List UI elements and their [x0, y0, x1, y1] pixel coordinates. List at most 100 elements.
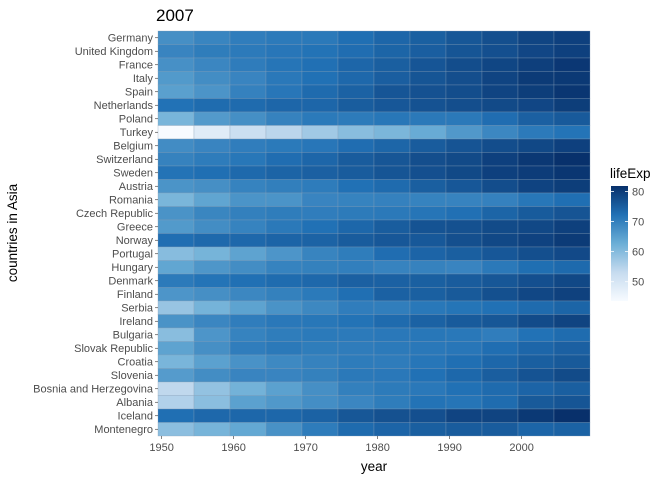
heatmap-cell [373, 111, 411, 126]
heatmap-cell [193, 138, 231, 153]
heatmap-cell [157, 260, 195, 275]
heatmap-cell [301, 395, 339, 410]
heatmap-cell [229, 138, 267, 153]
heatmap-cell [301, 314, 339, 329]
heatmap-cell [193, 354, 231, 369]
heatmap-cell [229, 165, 267, 180]
heatmap-cell [337, 260, 375, 275]
heatmap-cell [337, 219, 375, 234]
heatmap-cell [229, 71, 267, 86]
heatmap-cell [445, 354, 483, 369]
heatmap-cell [337, 246, 375, 261]
heatmap-cell [229, 395, 267, 410]
heatmap-cell [373, 408, 411, 423]
y-tick-label: Ireland [119, 316, 153, 328]
heatmap-cell [409, 206, 447, 221]
heatmap-cell [445, 84, 483, 99]
heatmap-cell [193, 98, 231, 113]
heatmap-cell [373, 219, 411, 234]
heatmap-cell [265, 71, 303, 86]
heatmap-cell [481, 273, 519, 288]
heatmap-cell [553, 111, 591, 126]
heatmap-cell [229, 341, 267, 356]
heatmap-cell [157, 71, 195, 86]
heatmap-cell [265, 300, 303, 315]
heatmap-cell [373, 260, 411, 275]
heatmap-cell [409, 179, 447, 194]
y-tick-label: Sweden [113, 168, 153, 180]
heatmap-cell [481, 233, 519, 248]
heatmap-cell [301, 246, 339, 261]
heatmap-cell [373, 368, 411, 383]
heatmap-cell [337, 84, 375, 99]
heatmap-cell [409, 381, 447, 396]
heatmap-cell [301, 125, 339, 140]
heatmap-cell [481, 300, 519, 315]
heatmap-cell [445, 179, 483, 194]
heatmap-cell [157, 57, 195, 72]
heatmap-cell [337, 300, 375, 315]
heatmap-cell [553, 287, 591, 302]
heatmap-cell [409, 341, 447, 356]
y-tick-label: Germany [108, 33, 154, 45]
heatmap-cell [481, 381, 519, 396]
heatmap-cell [337, 152, 375, 167]
heatmap-cell [337, 273, 375, 288]
heatmap-cell [193, 260, 231, 275]
heatmap-cell [157, 192, 195, 207]
heatmap-cell [553, 327, 591, 342]
x-tick-labels: 1950 1960 1970 1980 1990 2000 [149, 436, 534, 454]
heatmap-cell [409, 138, 447, 153]
heatmap-cell [337, 125, 375, 140]
heatmap-cell [445, 219, 483, 234]
heatmap-cell [265, 273, 303, 288]
heatmap-cell [157, 206, 195, 221]
heatmap-cell [337, 138, 375, 153]
heatmap-cell [517, 408, 555, 423]
heatmap-cell [517, 206, 555, 221]
heatmap-cell [193, 273, 231, 288]
heatmap-cell [409, 300, 447, 315]
heatmap-cell [301, 192, 339, 207]
heatmap-cell [517, 192, 555, 207]
heatmap-cell [229, 246, 267, 261]
heatmap-cell [229, 368, 267, 383]
heatmap-cell [517, 354, 555, 369]
heatmap-cell [445, 206, 483, 221]
heatmap-cell [337, 57, 375, 72]
heatmap-cell [553, 341, 591, 356]
heatmap-cell [481, 57, 519, 72]
heatmap-cell [553, 381, 591, 396]
heatmap-cell [373, 314, 411, 329]
heatmap-cell [445, 368, 483, 383]
heatmap-cell [373, 84, 411, 99]
heatmap-cell [445, 192, 483, 207]
heatmap-cell [229, 381, 267, 396]
heatmap-cell [445, 233, 483, 248]
heatmap-cell [553, 233, 591, 248]
x-tick-label: 1960 [221, 442, 245, 454]
heatmap-cell [373, 327, 411, 342]
legend-tick-label: 60 [632, 247, 644, 259]
heatmap-cell [553, 165, 591, 180]
heatmap-cell [193, 152, 231, 167]
heatmap-cell [481, 314, 519, 329]
heatmap-cell [481, 138, 519, 153]
heatmap-cell [337, 192, 375, 207]
y-tick-label: Bulgaria [113, 330, 154, 342]
heatmap-cell [265, 381, 303, 396]
heatmap-cell [517, 44, 555, 59]
heatmap-cell [193, 206, 231, 221]
heatmap-cell [265, 138, 303, 153]
heatmap-cell [337, 111, 375, 126]
heatmap-cell [445, 165, 483, 180]
y-tick-label: Greece [117, 222, 153, 234]
heatmap-cell [409, 408, 447, 423]
heatmap-cell [481, 71, 519, 86]
heatmap-cell [337, 30, 375, 45]
x-tick-label: 2000 [509, 442, 533, 454]
heatmap-cell [445, 111, 483, 126]
heatmap-cell [265, 341, 303, 356]
heatmap-cell [445, 57, 483, 72]
heatmap-cell [481, 165, 519, 180]
